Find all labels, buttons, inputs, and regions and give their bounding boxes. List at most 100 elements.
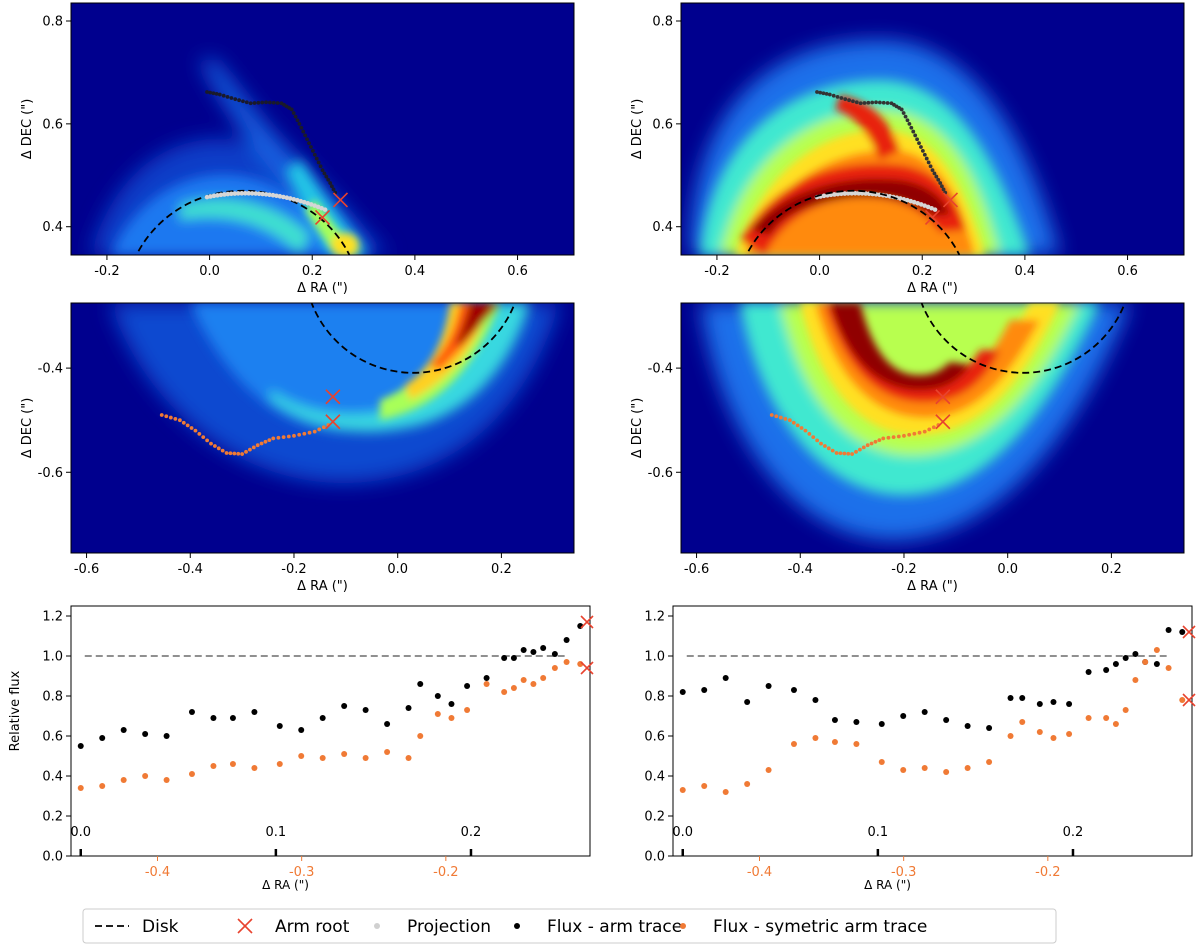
symmetric-trace-flux-point — [510, 685, 517, 691]
arm-trace-flux-point — [1019, 695, 1026, 701]
y-axis-label: Δ DEC (") — [20, 99, 35, 160]
arm-trace-dot — [322, 171, 327, 176]
legend-dot-symbol — [514, 923, 520, 929]
projection-dot — [312, 203, 317, 208]
x-tick-label: -0.3 — [891, 865, 916, 880]
arm-trace-flux-point — [1112, 661, 1119, 667]
arm-root-marker — [325, 414, 341, 430]
arm-trace-dot — [917, 141, 921, 146]
arm-trace-flux-point — [1179, 629, 1186, 635]
x-tick-label: 0.2 — [302, 264, 323, 279]
projection-dot — [294, 197, 300, 203]
arm-trace-flux-point — [1066, 701, 1073, 707]
symmetric-trace-dot — [834, 451, 839, 455]
symmetric-trace-dot — [267, 438, 272, 443]
x-tick-label: -0.2 — [281, 562, 306, 577]
symmetric-trace-flux-point — [921, 765, 928, 771]
symmetric-trace-flux-point — [1112, 721, 1119, 727]
arm-trace-dot — [907, 121, 912, 126]
arm-trace-dot — [909, 125, 914, 130]
symmetric-trace-flux-point — [188, 771, 195, 777]
projection-dot — [291, 197, 297, 202]
x-axis-label: Δ RA (") — [297, 579, 348, 594]
arm-trace-dot — [862, 101, 867, 105]
y-tick-label: 0.4 — [42, 770, 63, 785]
projection-dot — [922, 203, 927, 208]
symmetric-trace-dot — [799, 426, 804, 430]
arm-trace-flux-point — [530, 649, 537, 655]
arm-trace-dot — [309, 145, 313, 149]
y-tick-label: -0.4 — [38, 362, 63, 377]
symmetric-trace-flux-point — [142, 773, 149, 779]
flux-plot-right: 0.0 0.2 0.4 0.6 0.8 1.0 1.2 0.0 0.1 0.2 -0.4 -0.3 -0… — [644, 610, 1196, 892]
x-tick-label: -0.4 — [788, 562, 813, 577]
arm-trace-flux-point — [878, 721, 885, 727]
arm-trace-flux-point — [464, 683, 471, 689]
legend-item: Flux - arm trace — [514, 917, 682, 937]
projection-dot — [322, 207, 328, 212]
arm-trace-dot — [252, 101, 257, 105]
arm-trace-dot — [291, 111, 296, 115]
projection-dot — [305, 200, 311, 206]
projection-dot — [225, 191, 231, 197]
projection-dot — [932, 207, 938, 212]
y-tick-label: 1.0 — [644, 650, 665, 665]
inner-tick-label: 0.1 — [868, 825, 889, 840]
x-tick-label: -0.2 — [891, 562, 916, 577]
projection-dot — [839, 191, 844, 197]
arm-trace-flux-point — [417, 681, 424, 687]
arm-trace-dot — [938, 181, 943, 185]
arm-trace-dot — [939, 184, 944, 189]
y-tick-label: 1.0 — [42, 650, 63, 665]
arm-trace-dot — [264, 100, 268, 105]
arm-trace-dot — [919, 145, 923, 149]
arm-trace-flux-point — [99, 735, 106, 741]
arm-trace-dot — [225, 94, 230, 99]
symmetric-trace-flux-point — [405, 755, 412, 761]
arm-trace-flux-point — [1050, 699, 1057, 705]
arm-trace-dot — [205, 90, 209, 94]
arm-trace-dot — [839, 96, 844, 100]
panel-bottom-left: 0.0 0.2 0.4 0.6 0.8 1.0 1.2 Relative flux 0.0 0.1… — [8, 605, 594, 892]
panel-middle-left: -0.6 -0.4 -0.2 0.0 0.2 -0.6 -0.4 Δ RA (") Δ DEC … — [20, 302, 575, 594]
symmetric-trace-flux-point — [1165, 665, 1172, 671]
arm-trace-dot — [870, 100, 875, 105]
symmetric-trace-flux-point — [551, 665, 558, 671]
projection-dot — [859, 191, 865, 196]
arm-trace-flux-point — [1036, 701, 1043, 707]
arm-trace-flux-point — [501, 655, 508, 661]
arm-root-marker — [935, 414, 951, 430]
arm-root-stroke-b — [1182, 625, 1196, 639]
symmetric-trace-dot — [774, 414, 779, 419]
overlay-top-left — [135, 90, 351, 255]
symmetric-trace-flux-point — [900, 767, 907, 773]
arm-trace-flux-point — [921, 709, 928, 715]
x-tick-label: -0.3 — [289, 865, 314, 880]
inner-tick-label: 0.2 — [461, 825, 482, 840]
arm-root-marker — [924, 209, 941, 226]
panel-top-right: -0.2 0.0 0.2 0.4 0.6 0.4 0.6 0.8 Δ RA (") Δ DEC (… — [630, 2, 1185, 296]
projection-dot — [256, 191, 262, 197]
arm-root-stroke-b — [325, 389, 341, 405]
symmetric-trace-flux-point — [1179, 697, 1186, 703]
projection-dot — [281, 194, 286, 200]
legend-label: Flux - arm trace — [547, 917, 682, 937]
x-tick-label: -0.2 — [1035, 865, 1060, 880]
symmetric-trace-flux-point — [1103, 715, 1110, 721]
symmetric-trace-flux-point — [229, 761, 236, 767]
panel-top-left: -0.2 0.0 0.2 0.4 0.6 0.4 0.6 0.8 Δ RA (") Δ DEC (… — [20, 2, 575, 296]
arm-trace-dot — [301, 129, 306, 134]
axes-middle-left: -0.6 -0.4 -0.2 0.0 0.2 -0.6 -0.4 Δ RA (") Δ DEC … — [20, 362, 512, 594]
arm-trace-dot — [885, 101, 890, 105]
projection-dot — [856, 191, 861, 196]
symmetric-trace-flux-point — [790, 741, 797, 747]
arm-root-stroke-b — [237, 918, 253, 934]
arm-trace-flux-point — [943, 717, 950, 723]
x-tick-label: -0.2 — [94, 264, 119, 279]
arm-trace-dot — [934, 174, 939, 179]
projection-dot — [845, 191, 851, 196]
legend-item: Flux - symetric arm trace — [680, 917, 927, 937]
arm-root-marker — [332, 192, 349, 208]
arm-trace-flux-point — [120, 727, 127, 733]
arm-root-marker — [580, 661, 594, 675]
